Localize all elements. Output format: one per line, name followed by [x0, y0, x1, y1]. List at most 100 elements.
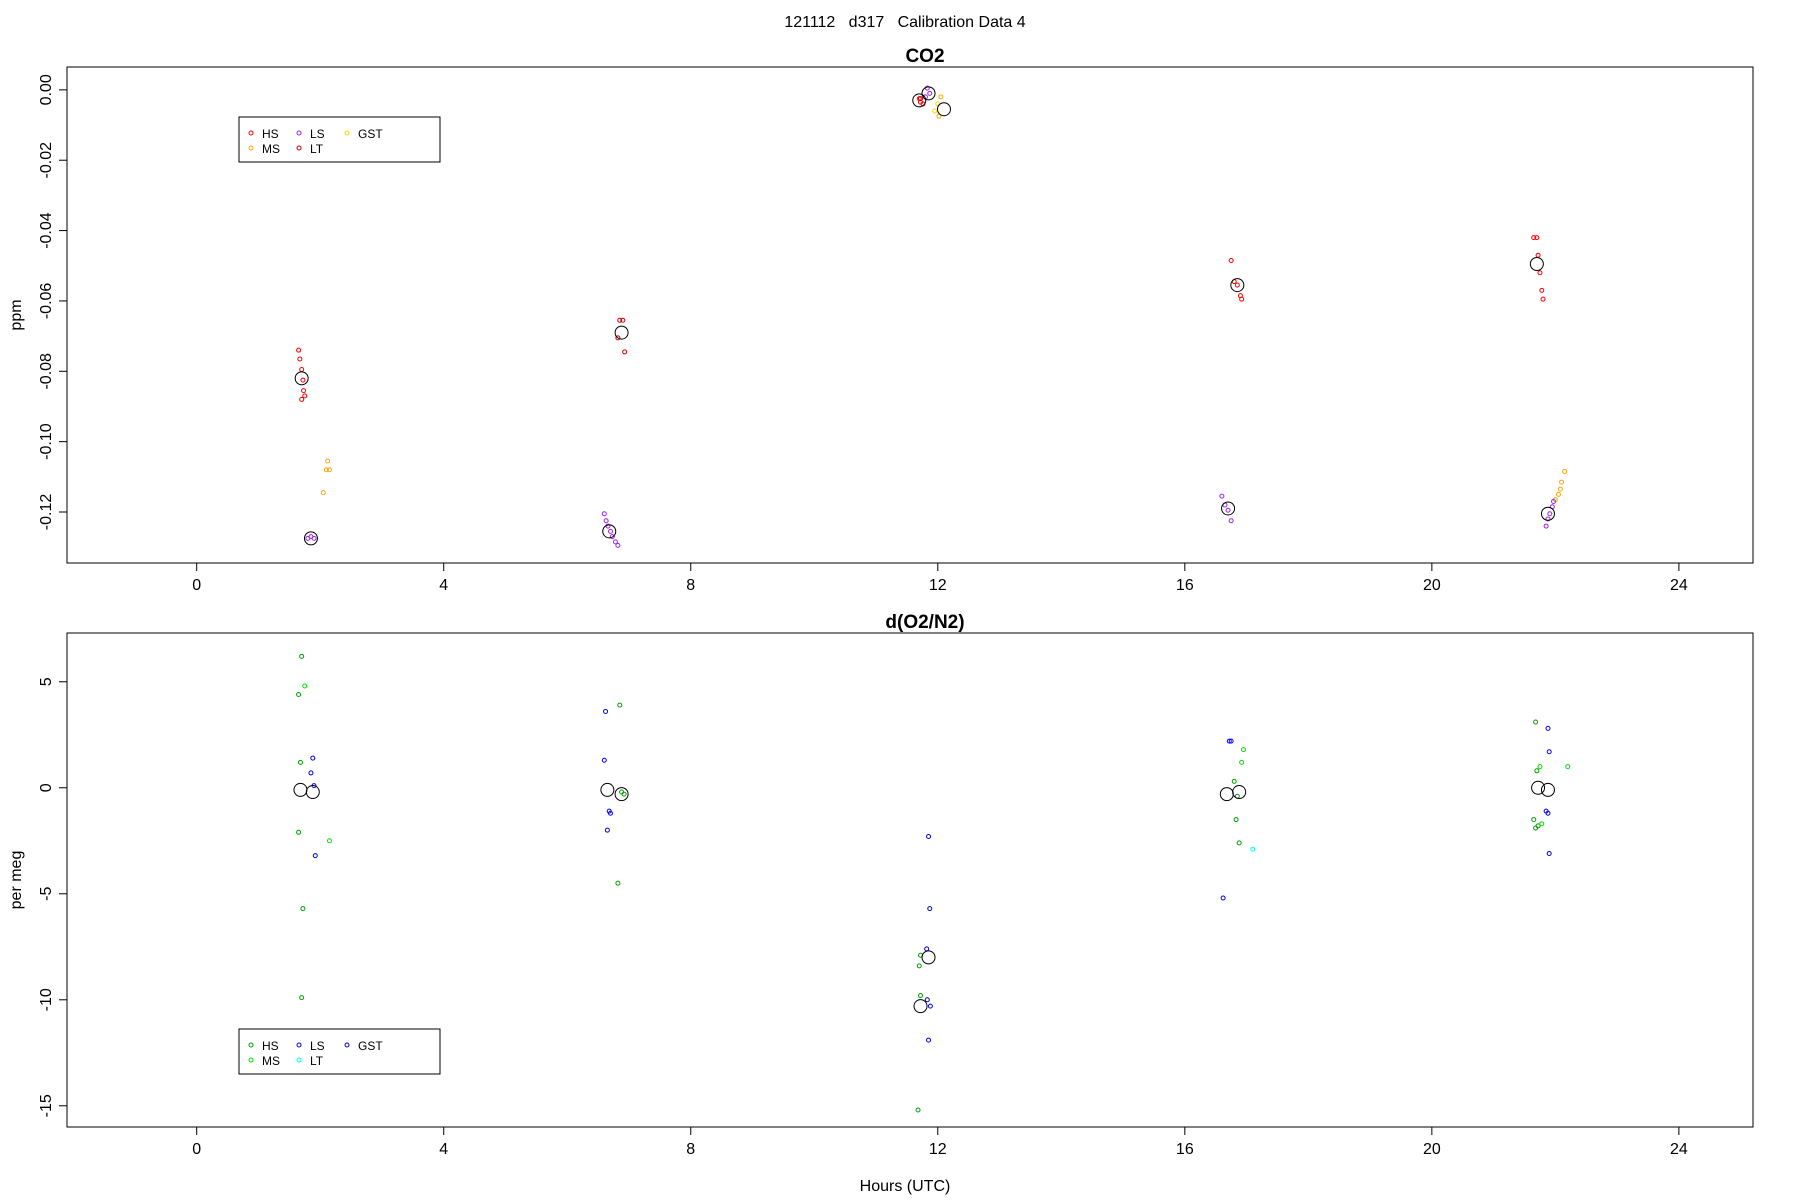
- co2-x-tick-label: 24: [1670, 577, 1688, 594]
- o2n2-point-hs: [915, 1107, 921, 1113]
- co2-x-tick-label: 20: [1423, 577, 1441, 594]
- o2n2-point-hs: [1233, 817, 1239, 823]
- o2n2-y-tick-label: 5: [38, 677, 55, 686]
- co2-mean-marker: [1540, 506, 1555, 521]
- o2n2-point-hs: [621, 791, 627, 797]
- o2n2-mean-marker: [1232, 785, 1247, 800]
- co2-y-tick-label: 0.00: [38, 74, 55, 105]
- o2n2-point-ls: [310, 755, 316, 761]
- o2n2-y-tick-label: 0: [38, 783, 55, 792]
- o2n2-point-ms: [302, 683, 308, 689]
- o2n2-legend-label-ms: MS: [262, 1054, 280, 1068]
- o2n2-x-tick-label: 12: [929, 1141, 947, 1158]
- o2n2-point-ms: [326, 838, 332, 844]
- co2-point-ls: [1228, 518, 1234, 524]
- co2-point-hs: [302, 393, 308, 399]
- co2-title: CO2: [905, 46, 944, 67]
- co2-point-hs: [1534, 235, 1540, 241]
- o2n2-point-gst: [1546, 850, 1552, 856]
- o2n2-point-ls: [601, 757, 607, 763]
- co2-point-lt: [622, 349, 628, 355]
- co2-mean-marker: [1230, 278, 1245, 293]
- co2-y-tick-label: -0.12: [38, 494, 55, 531]
- co2-legend-label-gst: GST: [358, 127, 383, 141]
- o2n2-mean-marker: [1540, 782, 1555, 797]
- o2n2-legend-label-hs: HS: [262, 1039, 279, 1053]
- co2-point-ls: [615, 542, 621, 548]
- o2n2-point-ms: [1565, 764, 1571, 770]
- o2n2-y-tick-label: -15: [38, 1094, 55, 1117]
- o2n2-legend-label-lt: LT: [310, 1054, 324, 1068]
- o2n2-legend-swatch-gst: [344, 1042, 350, 1048]
- o2n2-point-hs: [299, 995, 305, 1001]
- co2-panel: CO2 ppm 0 4 8 12 16 20 24 0.00 -0.02 -0.04 -0.06 -…: [8, 46, 1754, 594]
- o2n2-point-gst: [924, 997, 930, 1003]
- o2n2-x-axis: 0 4 8 12 16 20 24: [192, 1126, 1688, 1158]
- co2-point-ls: [603, 518, 609, 524]
- co2-points: [294, 85, 1568, 548]
- co2-legend-label-ms: MS: [262, 142, 280, 156]
- o2n2-legend-swatch-lt: [296, 1057, 302, 1063]
- co2-legend-box: [238, 116, 441, 163]
- co2-legend-swatch-ms: [248, 145, 254, 151]
- o2n2-point-hs: [296, 691, 302, 697]
- co2-y-axis: 0.00 -0.02 -0.04 -0.06 -0.08 -0.10 -0.12: [38, 74, 67, 530]
- co2-point-ms: [320, 490, 326, 496]
- co2-legend-label-hs: HS: [262, 127, 279, 141]
- co2-point-hs: [1540, 296, 1546, 302]
- o2n2-point-hs: [1236, 840, 1242, 846]
- o2n2-point-hs: [1533, 719, 1539, 725]
- co2-x-tick-label: 4: [439, 577, 448, 594]
- co2-point-hs: [1228, 257, 1234, 263]
- co2-legend-swatch-ls: [296, 130, 302, 136]
- o2n2-x-tick-label: 8: [686, 1141, 695, 1158]
- co2-x-tick-label: 8: [686, 577, 695, 594]
- co2-point-gst: [932, 108, 938, 114]
- o2n2-point-ls: [1545, 810, 1551, 816]
- co2-point-ls: [1545, 516, 1551, 522]
- o2n2-point-hs: [296, 829, 302, 835]
- o2n2-point-hs: [916, 963, 922, 969]
- co2-point-ms: [1557, 486, 1563, 492]
- co2-point-lt: [615, 335, 621, 341]
- o2n2-point-ms: [1537, 764, 1543, 770]
- o2n2-point-ls: [606, 808, 612, 814]
- o2n2-point-ls: [1545, 725, 1551, 731]
- co2-y-tick-label: -0.08: [38, 353, 55, 390]
- o2n2-point-gst: [927, 906, 933, 912]
- co2-x-tick-label: 12: [929, 577, 947, 594]
- o2n2-ylabel: per meg: [8, 851, 25, 910]
- o2n2-point-ls: [308, 770, 314, 776]
- o2n2-x-tick-label: 24: [1670, 1141, 1688, 1158]
- co2-point-hs: [301, 388, 307, 394]
- o2n2-point-hs: [1534, 768, 1540, 774]
- co2-point-ls: [607, 528, 613, 534]
- o2n2-legend-box: [238, 1028, 441, 1075]
- o2n2-legend-swatch-ls: [296, 1042, 302, 1048]
- o2n2-legend-label-gst: GST: [358, 1039, 383, 1053]
- co2-ylabel: ppm: [8, 299, 25, 330]
- co2-point-hs: [296, 347, 302, 353]
- o2n2-point-ls: [604, 827, 610, 833]
- o2n2-x-tick-label: 20: [1423, 1141, 1441, 1158]
- co2-point-hs: [1239, 296, 1245, 302]
- co2-mean-marker: [936, 102, 951, 117]
- o2n2-y-axis: 5 0 -5 -10 -15: [38, 677, 67, 1117]
- o2n2-point-ls: [926, 1037, 932, 1043]
- co2-mean-marker: [1221, 501, 1236, 516]
- co2-point-ls: [609, 534, 615, 540]
- co2-legend-swatch-lt: [296, 145, 302, 151]
- o2n2-point-ls: [603, 708, 609, 714]
- co2-mean-marker: [1529, 256, 1544, 271]
- o2n2-mean-marker: [921, 950, 936, 965]
- o2n2-point-gst: [926, 834, 932, 840]
- o2n2-x-tick-label: 4: [439, 1141, 448, 1158]
- o2n2-legend-swatch-ms: [248, 1057, 254, 1063]
- co2-mean-marker: [912, 93, 927, 108]
- o2n2-mean-marker: [614, 787, 629, 802]
- o2n2-point-ms: [1539, 821, 1545, 827]
- co2-legend-label-ls: LS: [310, 127, 325, 141]
